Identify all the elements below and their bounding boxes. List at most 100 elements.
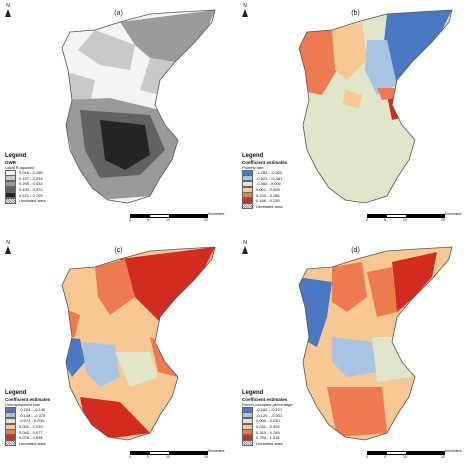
legend-item: 0.001 - 0.039 <box>5 423 95 430</box>
legend-swatch <box>242 406 253 413</box>
legend-item: 0.031 - 0.309 <box>242 423 332 430</box>
legend-swatch <box>5 192 16 199</box>
legend-item-label: 0.031 - 0.309 <box>256 424 280 430</box>
legend-item-label: -1.283 - -0.522 <box>256 170 283 176</box>
legend-swatch <box>5 429 16 436</box>
legend-item: -0.521 - -0.461 <box>242 175 332 182</box>
legend-swatch <box>242 197 253 204</box>
legend: Legend GWR Local R-squared 0.018 - 0.156… <box>5 152 95 204</box>
legend-item-label: 0.295 - 0.432 <box>19 181 43 187</box>
legend-item: -0.120 - -0.001 <box>242 412 332 419</box>
legend-swatch <box>242 412 253 419</box>
legend-swatch <box>242 434 253 441</box>
panel-label: (a) <box>114 10 123 17</box>
north-arrow-icon <box>5 9 11 17</box>
map-panel-b: (b) N Legend Coefficient estimates Pover… <box>237 0 474 237</box>
hatch-swatch <box>242 440 253 447</box>
legend-item: 0.000 - 0.030 <box>242 417 332 424</box>
north-label: N <box>243 3 247 9</box>
legend-swatch <box>5 434 16 441</box>
map-panel-a: (a) N Legend GWR Local R-squared 0.018 -… <box>0 0 237 237</box>
legend-item-label: 0.001 - 0.039 <box>19 424 43 430</box>
legend-subtitle: Coefficient estimates <box>242 397 288 402</box>
legend-swatch <box>5 180 16 187</box>
legend-item: 0.571 - 0.709 <box>5 192 95 199</box>
legend-item: 0.295 - 0.432 <box>5 180 95 187</box>
north-label: N <box>243 240 247 246</box>
scale-bar: 0 5 10 20 Kilometers <box>129 449 225 459</box>
legend-item-label: Unrelated area <box>256 440 283 446</box>
legend-item: 0.018 - 0.156 <box>5 169 95 176</box>
legend: Legend Coefficient estimates Unemploymen… <box>5 389 95 447</box>
legend-subtitle: GWR <box>5 160 16 165</box>
choropleth-map-b <box>298 9 453 204</box>
legend-item-label: -0.460 - 0.000 <box>256 181 281 187</box>
legend-item-label: 0.790 - 1.018 <box>256 435 280 441</box>
legend-swatch <box>242 186 253 193</box>
legend-title: Legend <box>5 153 27 159</box>
legend-item-unrelated: Unrelated area <box>5 197 95 204</box>
legend-item: -0.182 - -0.121 <box>242 406 332 413</box>
legend-item-label: -0.521 - -0.461 <box>256 175 283 181</box>
legend-item-label: 0.186 - 0.239 <box>256 198 280 204</box>
legend-swatch <box>5 406 16 413</box>
legend-item-label: 0.078 - 0.098 <box>19 435 43 441</box>
legend-swatch <box>5 417 16 424</box>
legend-item-label: Unrelated area <box>256 203 283 209</box>
legend-item: 0.310 - 0.789 <box>242 429 332 436</box>
north-label: N <box>6 240 10 246</box>
legend-variable: Unemployment rate <box>5 402 40 407</box>
legend-title: Legend <box>242 390 264 396</box>
choropleth-map-d <box>298 246 453 441</box>
legend-item: -1.283 - -0.522 <box>242 169 332 176</box>
legend-swatch <box>5 175 16 182</box>
panel-label: (b) <box>351 10 360 17</box>
legend-item-label: 0.018 - 0.156 <box>19 170 43 176</box>
legend-item-label: -0.120 - -0.001 <box>256 412 283 418</box>
legend-item: 0.157 - 0.294 <box>5 175 95 182</box>
legend-variable: Renter-occupied percentage <box>242 402 293 407</box>
legend: Legend Coefficient estimates Renter-occu… <box>242 389 332 447</box>
north-arrow-icon <box>5 246 11 254</box>
north-arrow-icon <box>242 9 248 17</box>
legend-item-label: 0.571 - 0.709 <box>19 192 43 198</box>
legend-item-label: -0.224 - -0.149 <box>19 407 46 413</box>
choropleth-map-a <box>61 9 216 204</box>
legend-subtitle: Coefficient estimates <box>242 160 288 165</box>
legend-item-label: -0.074 - 0.000 <box>19 418 44 424</box>
legend-item: 0.040 - 0.077 <box>5 429 95 436</box>
legend-item: 0.433 - 0.570 <box>5 186 95 193</box>
legend-item: -0.460 - 0.000 <box>242 180 332 187</box>
north-arrow: N <box>3 3 13 17</box>
legend-item-label: 0.433 - 0.570 <box>19 187 43 193</box>
legend-item-label: 0.040 - 0.077 <box>19 429 43 435</box>
legend-item-unrelated: Unrelated area <box>242 440 332 447</box>
map-panel-c: (c) N Legend Coefficient estimates Unemp… <box>0 237 237 474</box>
legend-item-label: 0.310 - 0.789 <box>256 429 280 435</box>
legend-item: 0.078 - 0.098 <box>5 434 95 441</box>
legend-item-label: Unrelated area <box>19 198 46 204</box>
choropleth-map-c <box>61 246 216 441</box>
legend-swatch <box>5 186 16 193</box>
legend-swatch <box>242 417 253 424</box>
legend-item-label: -0.182 - -0.121 <box>256 407 283 413</box>
legend-title: Legend <box>242 153 264 159</box>
north-arrow: N <box>3 240 13 254</box>
legend-title: Legend <box>5 390 27 396</box>
legend-swatch <box>5 423 16 430</box>
legend-variable: Local R-squared <box>5 165 35 170</box>
legend-item-unrelated: Unrelated area <box>242 203 332 210</box>
legend-swatch <box>5 412 16 419</box>
legend-item-label: Unrelated area <box>19 440 46 446</box>
hatch-swatch <box>5 197 16 204</box>
legend-swatch <box>242 429 253 436</box>
legend-item: 0.186 - 0.239 <box>242 197 332 204</box>
scale-bar: 0 5 10 20 Kilometers <box>366 212 462 222</box>
legend-items: -0.224 - -0.149 -0.148 - -0.075 -0.074 - 0… <box>5 406 95 441</box>
legend-items: -1.283 - -0.522 -0.521 - -0.461 -0.460 - 0… <box>242 169 332 204</box>
hatch-swatch <box>5 440 16 447</box>
legend-variable: Poverty rate <box>242 165 264 170</box>
legend-swatch <box>242 180 253 187</box>
legend-item-label: -0.148 - -0.075 <box>19 412 46 418</box>
legend: Legend Coefficient estimates Poverty rat… <box>242 152 332 210</box>
